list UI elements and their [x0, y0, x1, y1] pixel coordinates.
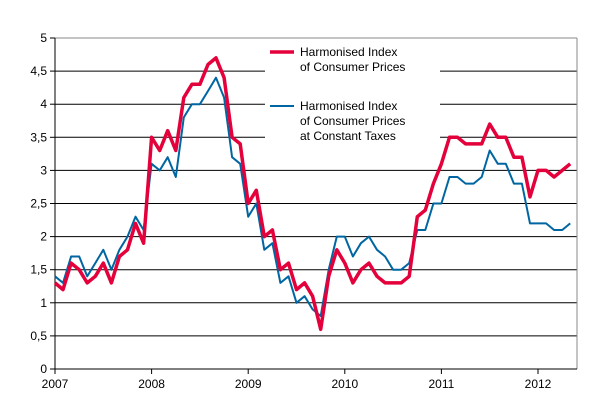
x-tick-label: 2010 — [331, 377, 358, 391]
y-tick-label: 2 — [40, 230, 47, 244]
legend-label: of Consumer Prices — [300, 114, 405, 128]
y-tick-label: 4,5 — [30, 64, 47, 78]
legend-label: Harmonised Index — [300, 99, 397, 113]
y-tick-label: 3,5 — [30, 130, 47, 144]
series-line-hicp — [53, 56, 572, 332]
y-tick-label: 3 — [40, 163, 47, 177]
gridlines — [55, 37, 577, 337]
y-tick-label: 1,5 — [30, 263, 47, 277]
y-axis-ticks: 0 0,5 1 1,5 2 2,5 3 3,5 4 4,5 5 — [30, 31, 55, 376]
x-tick-label: 2009 — [235, 377, 262, 391]
x-tick-label: 2011 — [428, 377, 454, 391]
x-tick-label: 2012 — [525, 377, 552, 391]
legend-background — [265, 98, 440, 150]
y-tick-label: 4 — [40, 97, 47, 111]
y-tick-label: 0,5 — [30, 329, 47, 343]
y-tick-label: 5 — [40, 31, 47, 45]
series-lines — [53, 56, 572, 332]
legend-label: Harmonised Index — [300, 45, 397, 59]
y-tick-label: 0 — [40, 362, 47, 376]
legend-label: at Constant Taxes — [300, 129, 396, 143]
x-tick-label: 2007 — [42, 377, 69, 391]
x-axis-ticks: 2007 2008 2009 2010 2011 2012 — [42, 369, 552, 391]
x-tick-label: 2008 — [138, 377, 165, 391]
y-tick-label: 2,5 — [30, 197, 47, 211]
legend-background — [265, 44, 440, 80]
y-tick-label: 1 — [40, 296, 47, 310]
legend-label: of Consumer Prices — [300, 60, 405, 74]
series-line-hicp-constant-taxes — [54, 76, 571, 317]
